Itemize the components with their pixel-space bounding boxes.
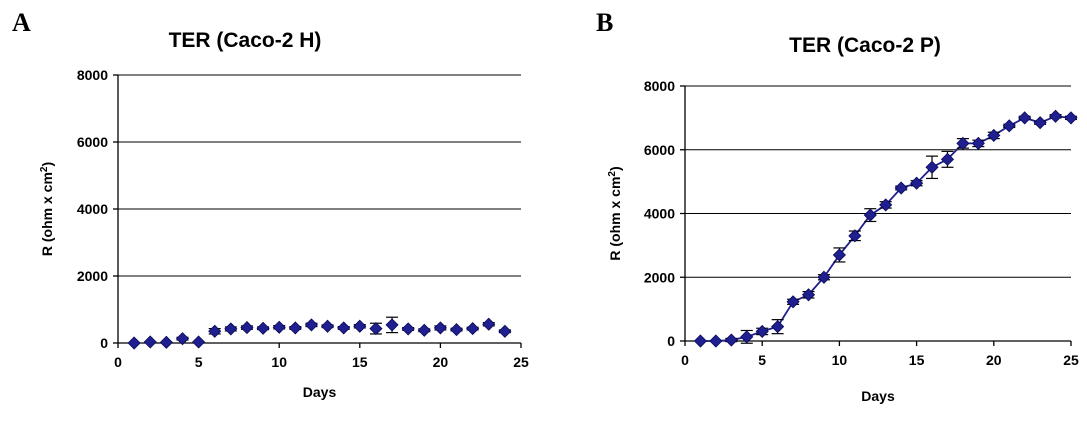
y-tick-label: 4000 (644, 206, 675, 222)
x-tick-label: 15 (352, 354, 368, 370)
x-tick-label: 5 (758, 352, 766, 368)
data-point (709, 334, 723, 348)
y-axis-label: R (ohm x cm2) (39, 162, 56, 256)
panel-label-a: A (12, 8, 31, 37)
y-tick-label: 0 (667, 333, 675, 349)
data-point (240, 321, 254, 335)
data-point (159, 335, 173, 349)
data-point (894, 181, 908, 195)
x-axis-label: Days (861, 388, 895, 404)
data-point (1064, 111, 1078, 125)
data-point (1002, 119, 1016, 133)
data-point (956, 136, 970, 150)
data-point (817, 270, 831, 284)
data-point (498, 324, 512, 338)
data-point (353, 319, 367, 333)
x-tick-label: 0 (681, 352, 689, 368)
y-tick-label: 2000 (644, 269, 675, 285)
chart-title: TER (Caco-2 P) (789, 34, 941, 57)
data-point (320, 319, 335, 333)
data-point (693, 334, 708, 348)
x-tick-label: 25 (1063, 352, 1079, 368)
data-point (175, 332, 190, 346)
data-point (272, 320, 286, 334)
data-point (192, 335, 206, 349)
x-tick-label: 0 (114, 354, 122, 370)
data-point (755, 324, 769, 339)
data-point (879, 198, 893, 212)
y-tick-label: 8000 (644, 78, 675, 94)
data-point (740, 330, 754, 344)
x-axis-label: Days (303, 384, 337, 400)
chart-title: TER (Caco-2 H) (169, 29, 322, 52)
chart-b: TER (Caco-2 P) 0 2000 4000 6000 8000 0 5 10 15 20 2… (607, 34, 1079, 404)
x-tick-label: 20 (433, 354, 449, 370)
data-point (417, 323, 431, 337)
y-tick-label: 0 (100, 335, 108, 351)
x-tick-label: 5 (195, 354, 203, 370)
data-point (304, 318, 319, 332)
data-point (143, 335, 157, 349)
data-point (1033, 116, 1047, 130)
x-tick-label: 15 (909, 352, 925, 368)
data-point (724, 333, 738, 347)
data-point (863, 208, 877, 222)
x-tick-label: 25 (513, 354, 529, 370)
data-point (482, 317, 496, 331)
y-tick-label: 6000 (77, 134, 108, 150)
data-point (832, 248, 846, 262)
data-point (127, 336, 141, 350)
y-axis-label: R (ohm x cm2) (607, 166, 624, 260)
x-tick-label: 10 (832, 352, 848, 368)
data-point (786, 295, 800, 309)
data-point (971, 136, 985, 150)
data-point (208, 324, 222, 338)
data-point (337, 321, 351, 335)
data-point (1048, 109, 1063, 123)
data-point (385, 318, 399, 332)
data-point (224, 322, 238, 336)
x-tick-label: 20 (986, 352, 1002, 368)
data-point (940, 152, 955, 166)
data-point (1018, 111, 1032, 125)
data-point (288, 321, 302, 335)
data-point (771, 320, 785, 334)
data-point (910, 176, 924, 190)
y-tick-label: 4000 (77, 201, 108, 217)
panel-label-b: B (596, 8, 614, 37)
data-point (925, 160, 939, 174)
x-tick-label: 10 (271, 354, 287, 370)
data-point (801, 288, 816, 302)
data-point (433, 321, 447, 335)
data-point (256, 321, 270, 335)
data-point (466, 322, 480, 336)
y-tick-label: 2000 (77, 268, 108, 284)
data-point (848, 229, 862, 243)
data-point (369, 322, 383, 336)
y-tick-label: 6000 (644, 142, 675, 158)
data-point (449, 323, 464, 337)
data-point (401, 322, 415, 336)
chart-a: TER (Caco-2 H) 0 2000 4000 6000 8000 0 5 10 15 20 2… (39, 29, 529, 400)
y-tick-label: 8000 (77, 67, 108, 83)
data-point (987, 128, 1001, 142)
